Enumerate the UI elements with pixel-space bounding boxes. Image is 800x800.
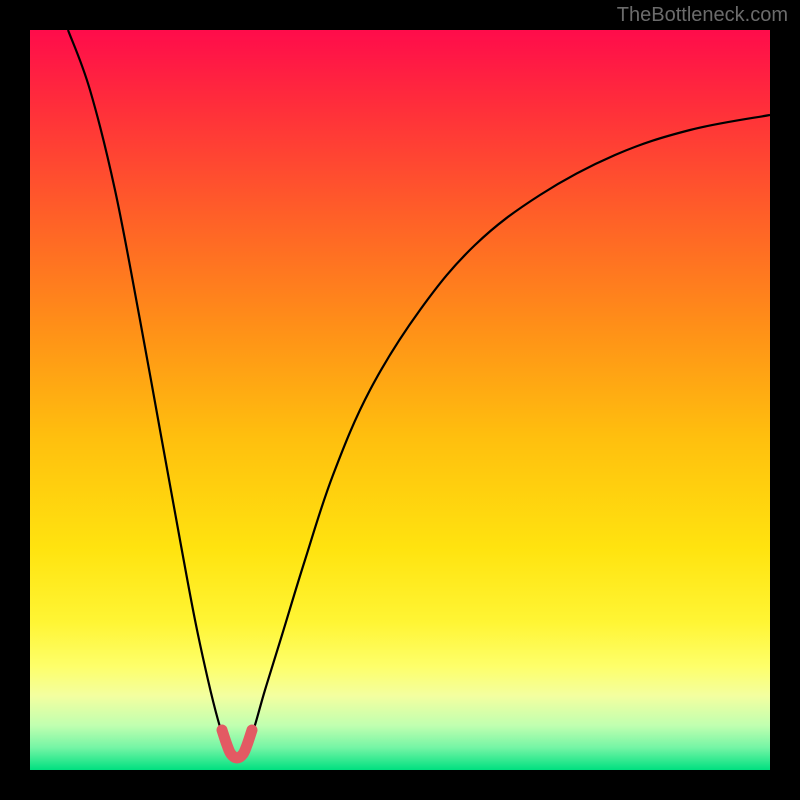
plot-area	[30, 30, 770, 770]
chart-svg	[30, 30, 770, 770]
watermark-text: TheBottleneck.com	[617, 4, 788, 27]
chart-container: TheBottleneck.com	[0, 0, 800, 800]
